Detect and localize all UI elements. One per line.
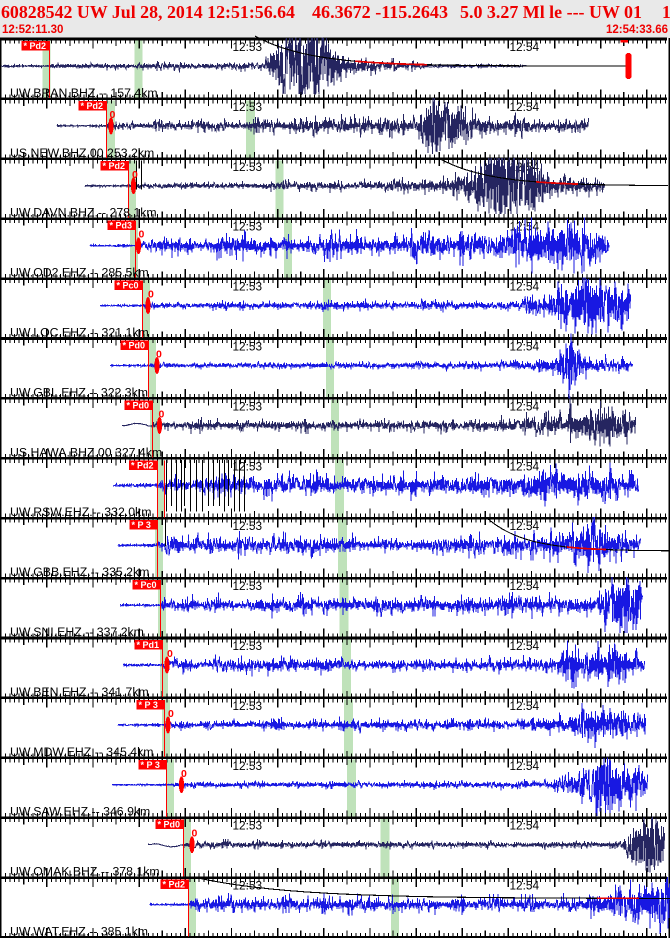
svg-text:12:53: 12:53: [233, 340, 263, 354]
svg-text:12:53: 12:53: [233, 819, 263, 833]
svg-text:* Pd0: * Pd0: [127, 400, 150, 410]
svg-text:0: 0: [181, 768, 187, 780]
svg-text:UW.GBL.EHZ.-- 322.3km: UW.GBL.EHZ.-- 322.3km: [10, 385, 148, 399]
svg-text:* P 3: * P 3: [141, 760, 160, 770]
svg-text:UW.OMAK.BHZ.-- 378.1km: UW.OMAK.BHZ.-- 378.1km: [10, 865, 160, 879]
svg-text:12:54:33.66: 12:54:33.66: [606, 24, 668, 36]
svg-text:* Pd2: * Pd2: [163, 880, 186, 890]
svg-text:UW.OD2.EHZ.-- 285.5km: UW.OD2.EHZ.-- 285.5km: [10, 266, 149, 280]
svg-text:12:54: 12:54: [510, 340, 540, 354]
svg-text:12:54: 12:54: [510, 459, 540, 473]
svg-text:12:53: 12:53: [233, 879, 263, 893]
svg-text:UW.BRAN.BHZ.-- 157.4km: UW.BRAN.BHZ.-- 157.4km: [10, 86, 158, 100]
svg-text:12:54: 12:54: [510, 879, 540, 893]
svg-text:12:54: 12:54: [510, 280, 540, 294]
svg-text:* Pd1: * Pd1: [137, 640, 160, 650]
svg-text:12:54: 12:54: [510, 399, 540, 413]
svg-text:12:54: 12:54: [510, 40, 540, 54]
svg-text:UW.RSW.EHZ.-- 332.0km: UW.RSW.EHZ.-- 332.0km: [10, 505, 151, 519]
svg-text:12:53: 12:53: [233, 160, 263, 174]
svg-text:12:53: 12:53: [233, 280, 263, 294]
svg-text:UW.LOC.EHZ.-- 321.1km: UW.LOC.EHZ.-- 321.1km: [10, 326, 149, 340]
svg-text:12:54: 12:54: [510, 579, 540, 593]
svg-text:0: 0: [167, 648, 173, 660]
svg-text:UW.WAT.EHZ.-- 385.1km: UW.WAT.EHZ.-- 385.1km: [10, 925, 148, 939]
svg-text:0: 0: [192, 828, 198, 840]
svg-text:* Pd0: * Pd0: [158, 820, 181, 830]
svg-text:12:54: 12:54: [510, 100, 540, 114]
svg-text:12:53: 12:53: [233, 40, 263, 54]
svg-text:* Pd2: * Pd2: [103, 161, 126, 171]
svg-text:* Pd0: * Pd0: [123, 341, 146, 351]
svg-text:12:53: 12:53: [233, 220, 263, 234]
svg-text:0: 0: [159, 408, 165, 420]
svg-text:12:53: 12:53: [233, 579, 263, 593]
svg-text:12:54: 12:54: [510, 759, 540, 773]
svg-text:0: 0: [132, 169, 138, 181]
svg-text:60828542 UW Jul 28, 2014 12:51: 60828542 UW Jul 28, 2014 12:51:56.64: [1, 2, 295, 22]
svg-text:UW.SAW.EHZ.-- 346.9km: UW.SAW.EHZ.-- 346.9km: [10, 805, 150, 819]
svg-text:* Pc0: * Pc0: [117, 281, 139, 291]
svg-text:12:53: 12:53: [233, 519, 263, 533]
svg-text:12:53: 12:53: [233, 100, 263, 114]
svg-text:UW.BEN.EHZ.-- 341.7km: UW.BEN.EHZ.-- 341.7km: [10, 685, 149, 699]
svg-text:12:53: 12:53: [233, 639, 263, 653]
svg-text:0: 0: [139, 229, 145, 241]
svg-text:US.NEW.BHZ.00 253.2km: US.NEW.BHZ.00 253.2km: [10, 146, 154, 160]
svg-text:* Pd2: * Pd2: [81, 101, 104, 111]
svg-text:* P 3: * P 3: [139, 700, 158, 710]
svg-text:UW.DAVN.BHZ.-- 278.1km: UW.DAVN.BHZ.-- 278.1km: [10, 206, 157, 220]
svg-text:* Pd2: * Pd2: [24, 41, 47, 51]
svg-text:UW.SNI.EHZ.-- 337.2km: UW.SNI.EHZ.-- 337.2km: [10, 625, 144, 639]
svg-text:12:53: 12:53: [233, 699, 263, 713]
svg-text:* P 3: * P 3: [132, 520, 151, 530]
svg-text:UW.GBB.EHZ.-- 335.2km: UW.GBB.EHZ.-- 335.2km: [10, 565, 149, 579]
svg-text:1: 1: [662, 2, 670, 22]
svg-text:* Pc0: * Pc0: [135, 580, 157, 590]
svg-text:5.0 3.27 Ml le --- UW 01: 5.0 3.27 Ml le --- UW 01: [460, 2, 642, 22]
svg-text:UW.MDW.EHZ.-- 345.4km: UW.MDW.EHZ.-- 345.4km: [10, 745, 153, 759]
svg-text:0: 0: [168, 708, 174, 720]
svg-text:12:52:11.30: 12:52:11.30: [2, 24, 63, 36]
svg-text:0: 0: [148, 289, 154, 301]
svg-text:* Pd2: * Pd2: [131, 460, 154, 470]
svg-text:12:53: 12:53: [233, 759, 263, 773]
svg-text:0: 0: [110, 109, 116, 121]
svg-text:* Pd3: * Pd3: [110, 221, 133, 231]
svg-text:12:54: 12:54: [510, 699, 540, 713]
svg-text:12:54: 12:54: [510, 819, 540, 833]
svg-text:12:53: 12:53: [233, 459, 263, 473]
svg-text:12:54: 12:54: [510, 519, 540, 533]
svg-text:12:54: 12:54: [510, 639, 540, 653]
svg-text:46.3672 -115.2643: 46.3672 -115.2643: [312, 2, 448, 22]
svg-text:US.HAWA.BHZ.00 327.4km: US.HAWA.BHZ.00 327.4km: [10, 445, 162, 459]
svg-text:0: 0: [156, 349, 162, 361]
svg-text:12:53: 12:53: [233, 399, 263, 413]
